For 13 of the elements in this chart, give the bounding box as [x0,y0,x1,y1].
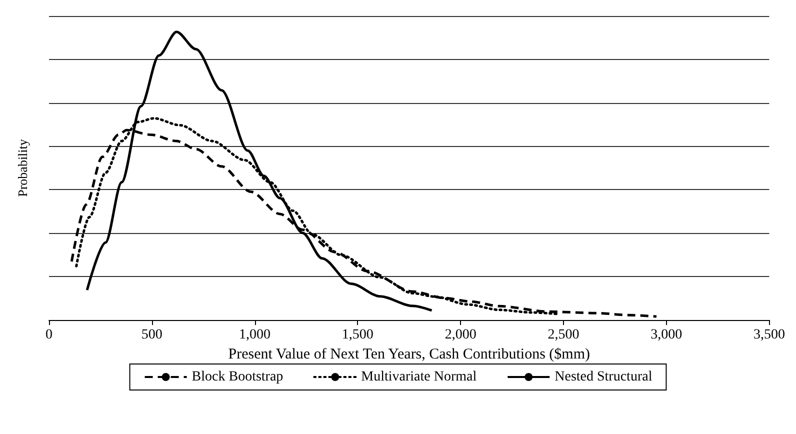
legend-label: Multivariate Normal [361,370,477,384]
x-tick-label: 2,500 [548,328,580,342]
x-tick-label: 3,500 [754,328,785,342]
legend-label: Nested Structural [554,370,652,384]
x-axis-title: Present Value of Next Ten Years, Cash Contributions ($mm) [228,346,590,362]
y-axis-title: Probability [15,138,30,197]
x-tick-label: 1,500 [342,328,374,342]
x-tick-label: 500 [141,328,162,342]
x-tick-label: 2,000 [444,328,476,342]
x-tick-label: 0 [46,328,52,342]
x-tick-label: 1,000 [239,328,271,342]
legend-label: Block Bootstrap [192,370,284,384]
x-tick-label: 3,000 [650,328,682,342]
